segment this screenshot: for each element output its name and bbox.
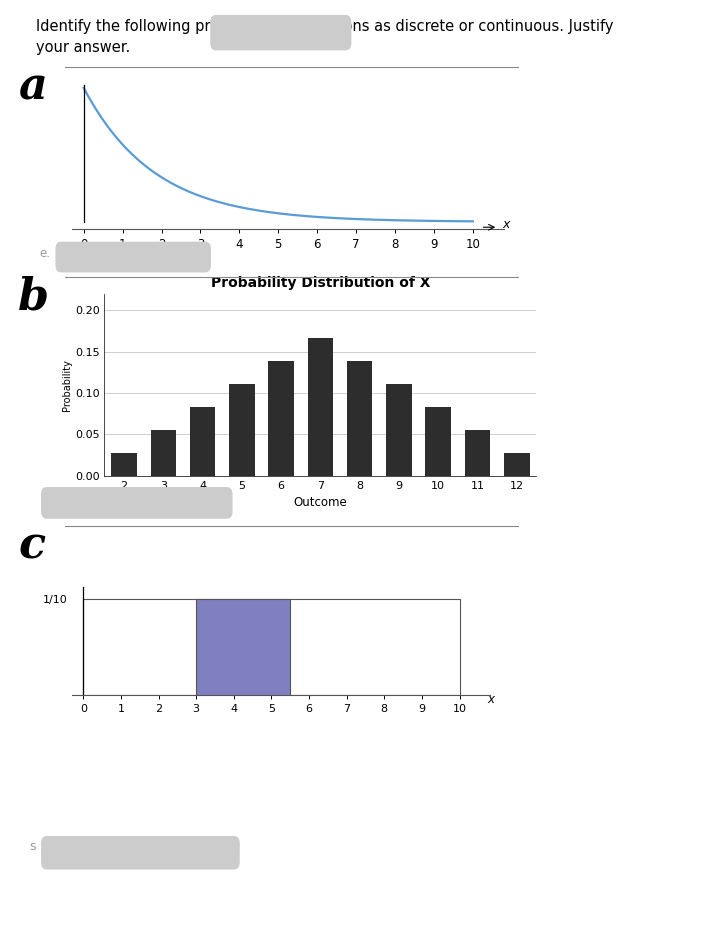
Bar (196, 599, 290, 695)
Text: b: b (18, 275, 49, 318)
Text: Identify the following probability distributions as discrete or continuous. Just: Identify the following probability distr… (36, 19, 613, 55)
X-axis label: Outcome: Outcome (294, 496, 347, 509)
Bar (347, 361, 372, 476)
Bar (190, 407, 215, 476)
Bar (464, 429, 490, 476)
Bar (84, 599, 459, 695)
Text: x: x (502, 218, 510, 231)
Bar (112, 453, 137, 476)
Text: x: x (487, 693, 495, 706)
Bar (269, 361, 294, 476)
Text: c: c (18, 524, 45, 567)
Y-axis label: Probability: Probability (62, 359, 72, 411)
Bar (386, 384, 412, 476)
Bar (150, 429, 176, 476)
Bar (504, 453, 529, 476)
Text: e.: e. (40, 247, 50, 260)
Text: s: s (29, 840, 35, 853)
Bar (307, 338, 333, 476)
Title: Probability Distribution of X: Probability Distribution of X (211, 276, 430, 290)
Bar (426, 407, 451, 476)
Text: a: a (18, 65, 47, 108)
Bar (229, 384, 255, 476)
